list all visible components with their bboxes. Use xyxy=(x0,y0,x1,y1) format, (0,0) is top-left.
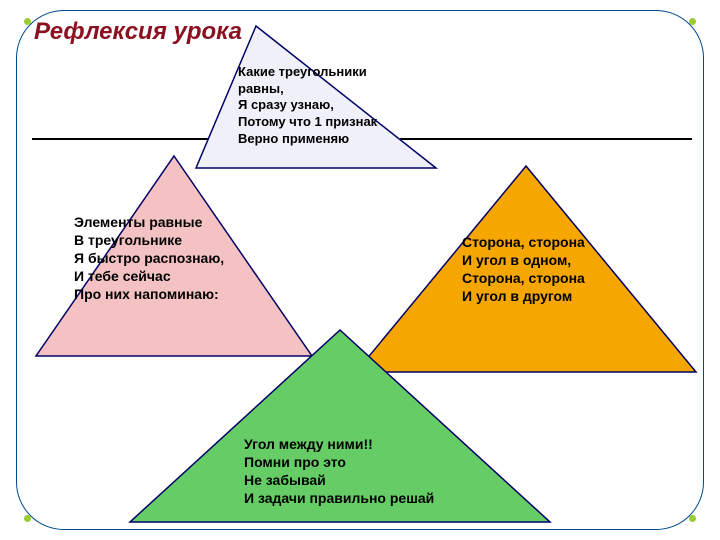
corner-dot-tl xyxy=(24,18,31,25)
triangle-right-label: Сторона, сторона И угол в одном, Сторона… xyxy=(462,234,585,306)
corner-dot-bl xyxy=(24,515,31,522)
corner-dot-tr xyxy=(689,18,696,25)
triangle-top-label: Какие треугольники равны, Я сразу узнаю,… xyxy=(238,64,377,147)
hr-right xyxy=(400,138,692,140)
triangle-bottom-label: Угол между ними!! Помни про это Не забыв… xyxy=(244,436,434,508)
hr-left xyxy=(32,138,208,140)
triangle-left-label: Элементы равные В треугольнике Я быстро … xyxy=(74,214,224,304)
corner-dot-br xyxy=(689,515,696,522)
slide: Рефлексия урока Какие треугольники равны… xyxy=(0,0,720,540)
